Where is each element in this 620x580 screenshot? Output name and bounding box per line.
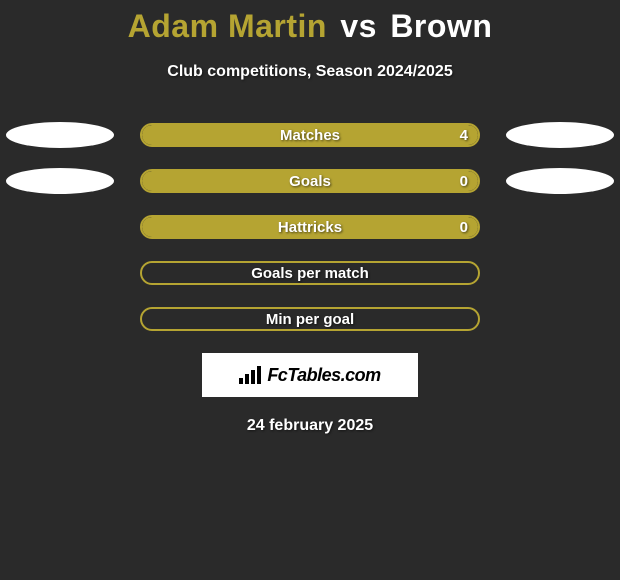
stat-bar: Min per goal — [140, 307, 480, 331]
left-ellipse — [6, 122, 114, 148]
comparison-widget: Adam Martin vs Brown Club competitions, … — [0, 0, 620, 435]
stat-bar: Goals per match — [140, 261, 480, 285]
stat-rows: Matches4Goals0Hattricks0Goals per matchM… — [0, 123, 620, 331]
right-ellipse — [506, 122, 614, 148]
stat-label: Goals — [142, 171, 478, 191]
stat-bar: Matches4 — [140, 123, 480, 147]
stat-label: Goals per match — [142, 263, 478, 283]
stat-label: Hattricks — [142, 217, 478, 237]
stat-label: Min per goal — [142, 309, 478, 329]
stat-row: Goals0 — [0, 169, 620, 193]
stat-row: Goals per match — [0, 261, 620, 285]
stat-bar: Goals0 — [140, 169, 480, 193]
player1-name: Adam Martin — [128, 8, 327, 44]
stat-value-right: 0 — [460, 217, 468, 237]
left-ellipse — [6, 168, 114, 194]
logo-box: FcTables.com — [202, 353, 418, 397]
stat-value-right: 0 — [460, 171, 468, 191]
stat-row: Hattricks0 — [0, 215, 620, 239]
chart-icon — [239, 366, 261, 384]
subtitle: Club competitions, Season 2024/2025 — [0, 63, 620, 81]
stat-row: Min per goal — [0, 307, 620, 331]
logo-text: FcTables.com — [267, 365, 380, 386]
stat-row: Matches4 — [0, 123, 620, 147]
player2-name: Brown — [390, 8, 492, 44]
stat-label: Matches — [142, 125, 478, 145]
stat-value-right: 4 — [460, 125, 468, 145]
page-title: Adam Martin vs Brown — [0, 0, 620, 45]
stat-bar: Hattricks0 — [140, 215, 480, 239]
date-label: 24 february 2025 — [0, 417, 620, 435]
right-ellipse — [506, 168, 614, 194]
vs-label: vs — [340, 8, 377, 44]
